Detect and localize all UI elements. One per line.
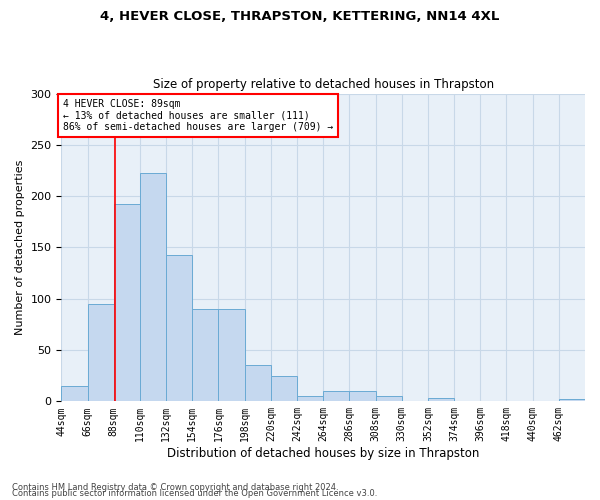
Bar	[140, 172, 166, 402]
Text: 4 HEVER CLOSE: 89sqm
← 13% of detached houses are smaller (111)
86% of semi-deta: 4 HEVER CLOSE: 89sqm ← 13% of detached h…	[62, 98, 333, 132]
Bar	[297, 396, 323, 402]
Title: Size of property relative to detached houses in Thrapston: Size of property relative to detached ho…	[152, 78, 494, 91]
Y-axis label: Number of detached properties: Number of detached properties	[15, 160, 25, 335]
Bar	[245, 366, 271, 402]
Bar	[193, 309, 218, 402]
Bar	[271, 376, 297, 402]
Bar	[166, 254, 193, 402]
Bar	[218, 309, 245, 402]
Bar	[376, 396, 402, 402]
Text: 4, HEVER CLOSE, THRAPSTON, KETTERING, NN14 4XL: 4, HEVER CLOSE, THRAPSTON, KETTERING, NN…	[100, 10, 500, 23]
X-axis label: Distribution of detached houses by size in Thrapston: Distribution of detached houses by size …	[167, 447, 479, 460]
Bar	[61, 386, 88, 402]
Bar	[559, 400, 585, 402]
Bar	[323, 391, 349, 402]
Text: Contains public sector information licensed under the Open Government Licence v3: Contains public sector information licen…	[12, 489, 377, 498]
Text: Contains HM Land Registry data © Crown copyright and database right 2024.: Contains HM Land Registry data © Crown c…	[12, 483, 338, 492]
Bar	[88, 304, 114, 402]
Bar	[428, 398, 454, 402]
Bar	[349, 391, 376, 402]
Bar	[114, 204, 140, 402]
